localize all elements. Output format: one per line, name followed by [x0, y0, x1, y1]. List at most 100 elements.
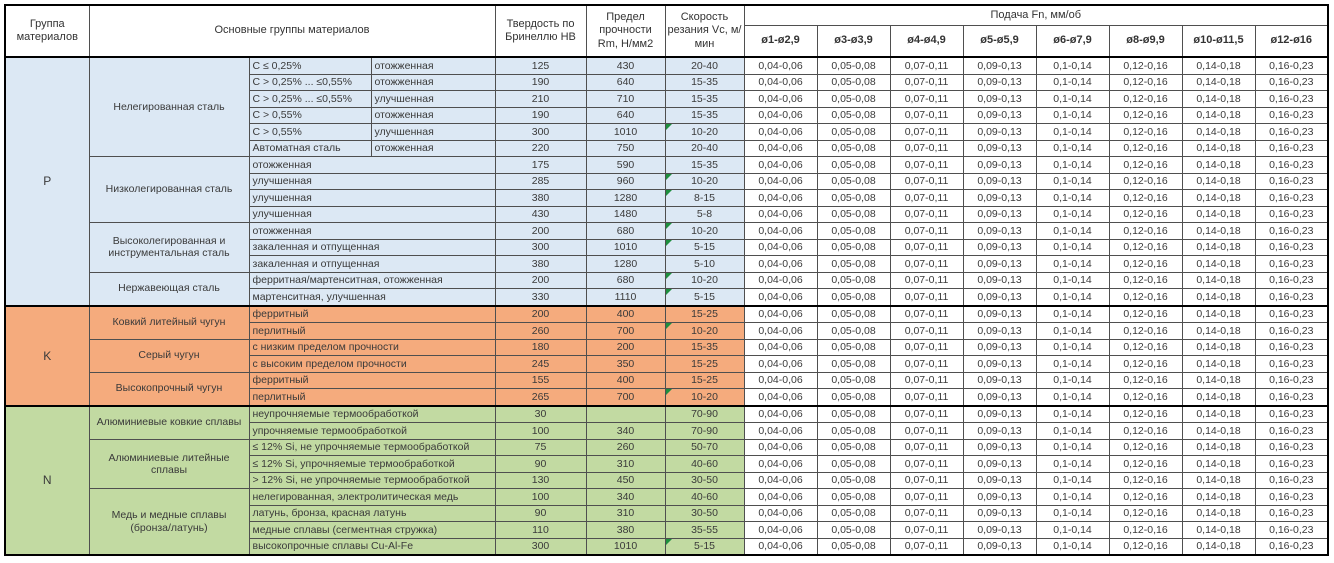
vc-cell[interactable]: 10-20 [664, 222, 745, 240]
feed-cell[interactable]: 0,09-0,13 [962, 172, 1037, 190]
feed-cell[interactable]: 0,09-0,13 [962, 222, 1037, 240]
feed-cell[interactable]: 0,1-0,14 [1035, 90, 1110, 108]
feed-cell[interactable]: 0,04-0,06 [743, 271, 818, 289]
hb-cell[interactable]: 90 [494, 504, 587, 522]
material-state-cell[interactable]: улучшенная [370, 123, 496, 141]
feed-cell[interactable]: 0,1-0,14 [1035, 56, 1110, 75]
feed-cell[interactable]: 0,04-0,06 [743, 73, 818, 91]
feed-cell[interactable]: 0,07-0,11 [889, 106, 964, 124]
feed-cell[interactable]: 0,16-0,23 [1254, 255, 1329, 273]
feed-cell[interactable]: 0,09-0,13 [962, 537, 1037, 556]
material-subgroup-cell[interactable]: Низколегированная сталь [88, 156, 250, 223]
feed-cell[interactable]: 0,05-0,08 [816, 355, 891, 373]
feed-cell[interactable]: 0,14-0,18 [1181, 56, 1256, 75]
feed-cell[interactable]: 0,05-0,08 [816, 488, 891, 506]
feed-cell[interactable]: 0,12-0,16 [1108, 422, 1183, 440]
material-condition-cell[interactable]: C ≤ 0,25% [248, 56, 372, 75]
feed-cell[interactable]: 0,1-0,14 [1035, 255, 1110, 273]
feed-cell[interactable]: 0,05-0,08 [816, 537, 891, 556]
vc-cell[interactable]: 10-20 [664, 388, 745, 406]
feed-cell[interactable]: 0,09-0,13 [962, 255, 1037, 273]
rm-cell[interactable]: 960 [585, 172, 666, 190]
feed-cell[interactable]: 0,14-0,18 [1181, 338, 1256, 356]
feed-cell[interactable]: 0,14-0,18 [1181, 123, 1256, 141]
vc-cell[interactable]: 10-20 [664, 172, 745, 190]
rm-cell[interactable]: 400 [585, 304, 666, 323]
material-detail-cell[interactable]: закаленная и отпущенная [248, 255, 496, 273]
group-letter-cell[interactable]: P [4, 56, 90, 306]
feed-cell[interactable]: 0,12-0,16 [1108, 106, 1183, 124]
vc-cell[interactable]: 15-25 [664, 371, 745, 389]
feed-cell[interactable]: 0,09-0,13 [962, 73, 1037, 91]
feed-cell[interactable]: 0,16-0,23 [1254, 73, 1329, 91]
material-condition-cell[interactable]: C > 0,25% ... ≤0,55% [248, 90, 372, 108]
header-feed-title[interactable]: Подача Fn, мм/об [743, 4, 1329, 26]
feed-cell[interactable]: 0,07-0,11 [889, 255, 964, 273]
vc-cell[interactable]: 8-15 [664, 189, 745, 207]
hb-cell[interactable]: 300 [494, 537, 587, 556]
feed-cell[interactable]: 0,09-0,13 [962, 504, 1037, 522]
feed-cell[interactable]: 0,05-0,08 [816, 172, 891, 190]
feed-cell[interactable]: 0,1-0,14 [1035, 156, 1110, 174]
feed-diameter-header[interactable]: ø10-ø11,5 [1181, 24, 1256, 58]
header-hardness-hb[interactable]: Твердость по Бринеллю HB [494, 4, 587, 58]
feed-cell[interactable]: 0,14-0,18 [1181, 504, 1256, 522]
feed-cell[interactable]: 0,1-0,14 [1035, 422, 1110, 440]
feed-cell[interactable]: 0,04-0,06 [743, 255, 818, 273]
feed-cell[interactable]: 0,07-0,11 [889, 189, 964, 207]
hb-cell[interactable]: 380 [494, 189, 587, 207]
rm-cell[interactable]: 640 [585, 106, 666, 124]
material-detail-cell[interactable]: ≤ 12% Si, упрочняемые термообработкой [248, 455, 496, 473]
feed-cell[interactable]: 0,14-0,18 [1181, 222, 1256, 240]
feed-cell[interactable]: 0,1-0,14 [1035, 322, 1110, 340]
feed-cell[interactable]: 0,07-0,11 [889, 73, 964, 91]
feed-cell[interactable]: 0,16-0,23 [1254, 388, 1329, 406]
material-subgroup-cell[interactable]: Алюминиевые литейные сплавы [88, 438, 250, 489]
feed-cell[interactable]: 0,16-0,23 [1254, 271, 1329, 289]
feed-cell[interactable]: 0,12-0,16 [1108, 404, 1183, 423]
group-letter-cell[interactable]: K [4, 304, 90, 406]
feed-cell[interactable]: 0,04-0,06 [743, 90, 818, 108]
feed-cell[interactable]: 0,07-0,11 [889, 139, 964, 157]
material-state-cell[interactable]: отожженная [370, 139, 496, 157]
header-material-group[interactable]: Группа материалов [4, 4, 90, 58]
vc-cell[interactable]: 15-25 [664, 304, 745, 323]
rm-cell[interactable]: 1010 [585, 123, 666, 141]
feed-cell[interactable]: 0,04-0,06 [743, 355, 818, 373]
feed-cell[interactable]: 0,14-0,18 [1181, 371, 1256, 389]
vc-cell[interactable]: 30-50 [664, 504, 745, 522]
rm-cell[interactable]: 710 [585, 90, 666, 108]
hb-cell[interactable]: 330 [494, 288, 587, 306]
hb-cell[interactable]: 180 [494, 338, 587, 356]
feed-cell[interactable]: 0,05-0,08 [816, 438, 891, 456]
material-detail-cell[interactable]: нелегированная, электролитическая медь [248, 488, 496, 506]
feed-cell[interactable]: 0,04-0,06 [743, 504, 818, 522]
feed-cell[interactable]: 0,12-0,16 [1108, 189, 1183, 207]
feed-cell[interactable]: 0,07-0,11 [889, 238, 964, 256]
feed-cell[interactable]: 0,04-0,06 [743, 222, 818, 240]
feed-cell[interactable]: 0,16-0,23 [1254, 304, 1329, 323]
feed-cell[interactable]: 0,05-0,08 [816, 404, 891, 423]
rm-cell[interactable]: 1280 [585, 189, 666, 207]
feed-cell[interactable]: 0,14-0,18 [1181, 205, 1256, 223]
feed-diameter-header[interactable]: ø5-ø5,9 [962, 24, 1037, 58]
feed-cell[interactable]: 0,04-0,06 [743, 189, 818, 207]
feed-cell[interactable]: 0,1-0,14 [1035, 504, 1110, 522]
feed-cell[interactable]: 0,16-0,23 [1254, 56, 1329, 75]
feed-cell[interactable]: 0,14-0,18 [1181, 238, 1256, 256]
feed-cell[interactable]: 0,16-0,23 [1254, 288, 1329, 306]
feed-cell[interactable]: 0,04-0,06 [743, 106, 818, 124]
feed-cell[interactable]: 0,14-0,18 [1181, 355, 1256, 373]
material-subgroup-cell[interactable]: Нелегированная сталь [88, 56, 250, 157]
feed-cell[interactable]: 0,05-0,08 [816, 471, 891, 489]
feed-cell[interactable]: 0,04-0,06 [743, 488, 818, 506]
feed-cell[interactable]: 0,04-0,06 [743, 56, 818, 75]
feed-cell[interactable]: 0,12-0,16 [1108, 371, 1183, 389]
vc-cell[interactable]: 5-15 [664, 288, 745, 306]
feed-cell[interactable]: 0,1-0,14 [1035, 189, 1110, 207]
vc-cell[interactable]: 15-25 [664, 355, 745, 373]
feed-cell[interactable]: 0,16-0,23 [1254, 172, 1329, 190]
rm-cell[interactable]: 1480 [585, 205, 666, 223]
material-subgroup-cell[interactable]: Серый чугун [88, 338, 250, 373]
material-detail-cell[interactable]: мартенситная, улучшенная [248, 288, 496, 306]
